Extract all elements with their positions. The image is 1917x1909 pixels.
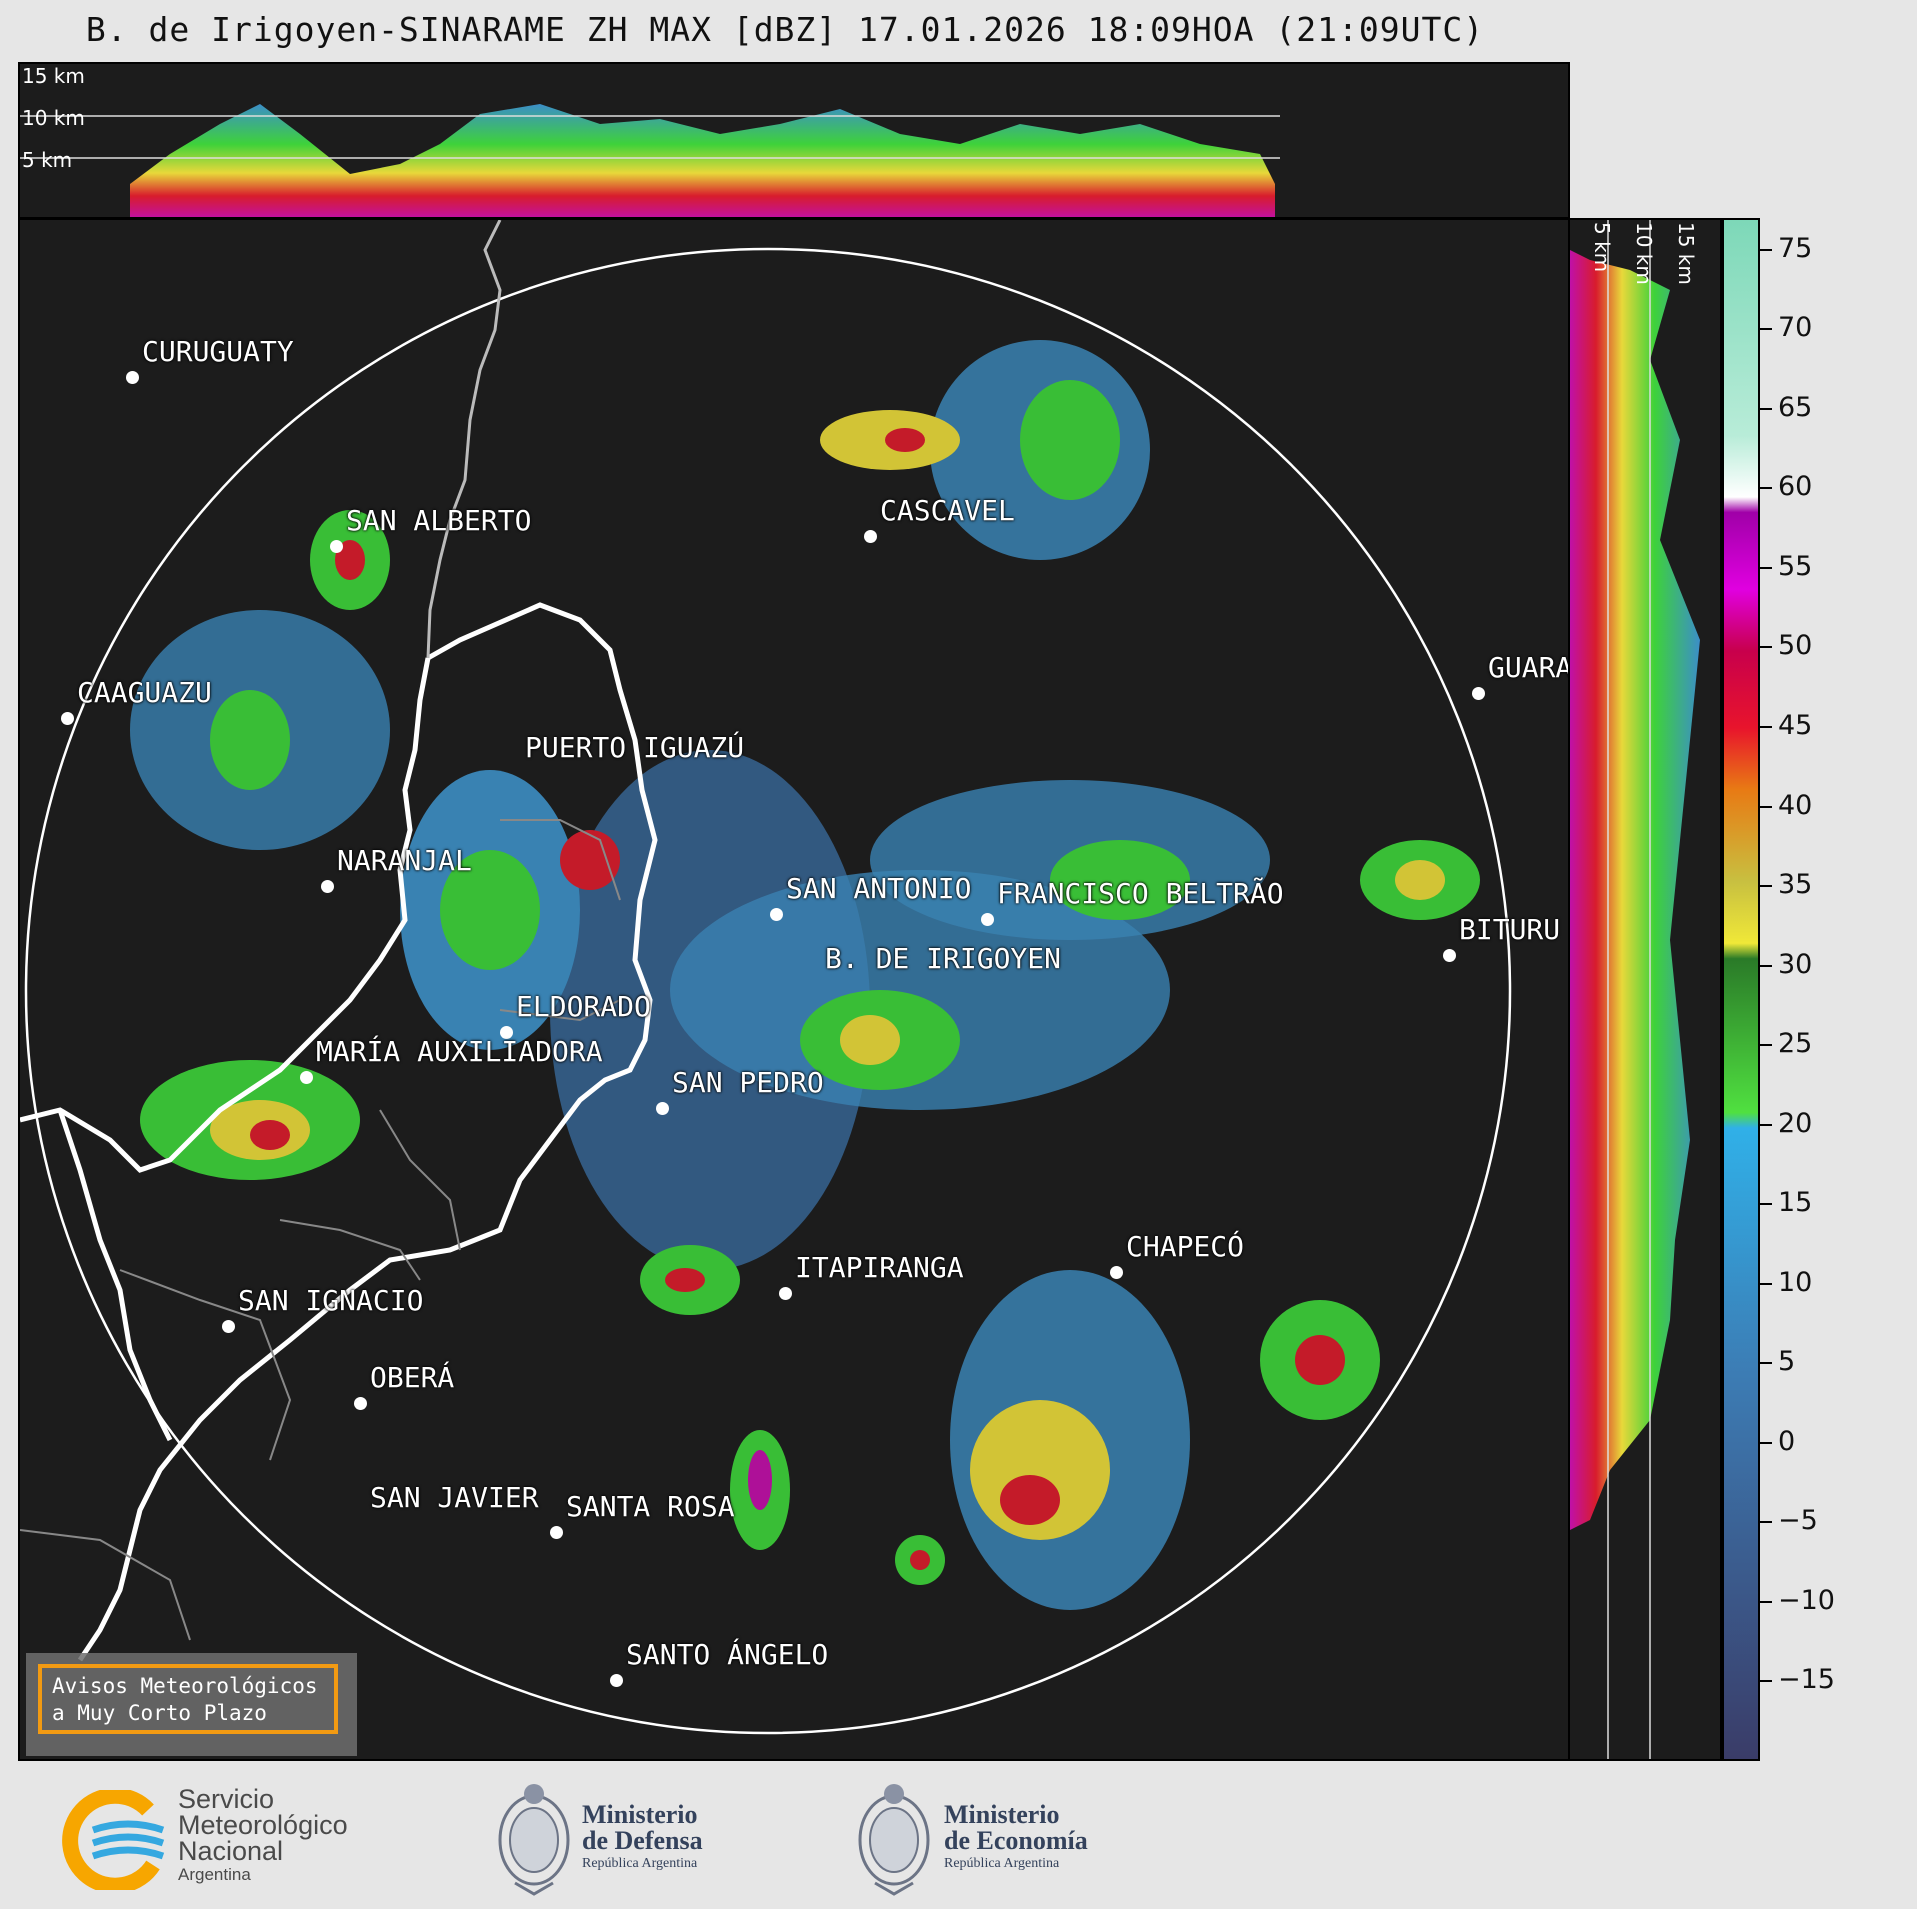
dbz-colorbar	[1722, 218, 1760, 1761]
colorbar-gradient	[1724, 220, 1758, 1759]
colorbar-tick-label: 60	[1778, 471, 1813, 503]
range-ring	[24, 247, 1512, 1735]
colorbar-tick-mark	[1760, 646, 1772, 649]
side-label-5km: 5 km	[1590, 222, 1614, 273]
defensa-seal-icon	[495, 1778, 573, 1896]
colorbar-tick-label: 75	[1778, 232, 1813, 264]
side-label-15km: 15 km	[1674, 222, 1698, 285]
colorbar-tick-mark	[1760, 885, 1772, 888]
colorbar-tick-label: 40	[1778, 789, 1813, 821]
colorbar-tick-mark	[1760, 1362, 1772, 1365]
colorbar-tick-label: 65	[1778, 391, 1813, 423]
radar-map-canvas	[20, 220, 1512, 1735]
colorbar-tick-mark	[1760, 805, 1772, 808]
colorbar-tick-label: 25	[1778, 1028, 1813, 1060]
top-label-5km: 5 km	[22, 148, 73, 172]
side-cross-section-echoes	[1570, 220, 1700, 1759]
colorbar-tick-label: 50	[1778, 630, 1813, 662]
colorbar-tick-mark	[1760, 1203, 1772, 1206]
warning-box[interactable]: Avisos Meteorológicos a Muy Corto Plazo	[26, 1653, 357, 1756]
top-label-10km: 10 km	[22, 106, 85, 130]
colorbar-tick-label: 5	[1778, 1346, 1796, 1378]
smn-logo-text: Servicio Meteorológico Nacional Argentin…	[178, 1784, 348, 1885]
side-cross-section-panel: 5 km 10 km 15 km	[1568, 218, 1722, 1761]
colorbar-tick-label: 55	[1778, 550, 1813, 582]
smn-logo	[58, 1790, 168, 1890]
colorbar-tick-mark	[1760, 328, 1772, 331]
colorbar-tick-label: 15	[1778, 1187, 1813, 1219]
warning-line-2: a Muy Corto Plazo	[52, 1701, 267, 1725]
top-cross-section-echoes	[20, 104, 1280, 217]
top-label-15km: 15 km	[22, 64, 85, 88]
top-cross-section-panel: 15 km 10 km 5 km	[18, 62, 1570, 219]
colorbar-tick-mark	[1760, 248, 1772, 251]
colorbar-tick-mark	[1760, 964, 1772, 967]
colorbar-tick-mark	[1760, 487, 1772, 490]
colorbar-tick-label: 35	[1778, 869, 1813, 901]
colorbar-tick-mark	[1760, 1680, 1772, 1683]
radar-map-panel: CURUGUATY SAN ALBERTO CASCAVEL CAAGUAZU …	[18, 218, 1570, 1761]
colorbar-tick-mark	[1760, 1600, 1772, 1603]
colorbar-tick-mark	[1760, 407, 1772, 410]
defensa-logo-text: Ministerio de Defensa República Argentin…	[582, 1800, 703, 1872]
colorbar-tick-mark	[1760, 1441, 1772, 1444]
colorbar-tick-label: −5	[1778, 1505, 1818, 1537]
colorbar-tick-label: −10	[1778, 1584, 1835, 1616]
colorbar-tick-label: −15	[1778, 1664, 1835, 1696]
colorbar-tick-mark	[1760, 1123, 1772, 1126]
colorbar-tick-mark	[1760, 566, 1772, 569]
colorbar-tick-mark	[1760, 1044, 1772, 1047]
footer-logos: Servicio Meteorológico Nacional Argentin…	[0, 1762, 1917, 1909]
colorbar-tick-label: 45	[1778, 710, 1813, 742]
colorbar-tick-mark	[1760, 1521, 1772, 1524]
map-title: B. de Irigoyen-SINARAME ZH MAX [dBZ] 17.…	[85, 10, 1485, 49]
smn-logo-icon	[62, 1790, 165, 1890]
colorbar-tick-label: 70	[1778, 312, 1813, 344]
economia-logo-text: Ministerio de Economía República Argenti…	[944, 1800, 1088, 1872]
colorbar-tick-label: 0	[1778, 1425, 1796, 1457]
colorbar-tick-mark	[1760, 1282, 1772, 1285]
side-label-10km: 10 km	[1632, 222, 1656, 285]
colorbar-tick-mark	[1760, 726, 1772, 729]
colorbar-tick-label: 30	[1778, 948, 1813, 980]
warning-line-1: Avisos Meteorológicos	[52, 1674, 318, 1698]
colorbar-tick-label: 20	[1778, 1107, 1813, 1139]
colorbar-tick-label: 10	[1778, 1266, 1813, 1298]
economia-seal-icon	[855, 1778, 933, 1896]
